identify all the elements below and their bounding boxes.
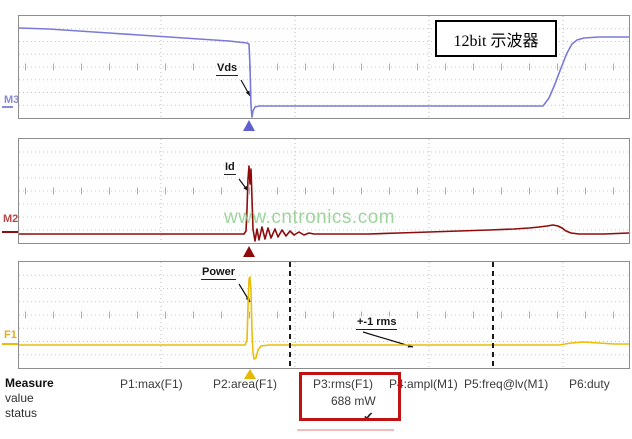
annotation-12bit-label: 12bit 示波器: [453, 32, 539, 50]
power-waveform-panel: Power +-1 rms: [18, 261, 630, 369]
measure-p4-header[interactable]: P4:ampl(M1): [389, 377, 458, 391]
p3-highlight-underline: [297, 429, 394, 431]
id-trace-label: Id: [224, 161, 236, 175]
channel-label-m3: M3: [4, 94, 20, 106]
rms-note-label: +-1 rms: [356, 316, 398, 330]
annotation-12bit-box: 12bit 示波器: [435, 20, 557, 57]
trigger-marker-power[interactable]: [244, 369, 256, 379]
p3-highlight-box: [299, 372, 401, 421]
measure-p5-header[interactable]: P5:freq@lv(M1): [464, 377, 549, 391]
status-row-title: status: [5, 406, 38, 420]
cursor-line-1[interactable]: [289, 262, 291, 368]
measure-p3-header[interactable]: P3:rms(F1): [313, 377, 373, 391]
cursor-line-2[interactable]: [492, 262, 494, 368]
power-trace-plot: [19, 262, 629, 368]
value-row-title: value: [5, 391, 34, 405]
watermark-text: www.cntronics.com: [224, 207, 396, 228]
channel-label-f1: F1: [4, 329, 17, 341]
channel-label-m2: M2: [3, 213, 19, 225]
id-trace-plot: [19, 139, 629, 243]
measure-p3-value: 688 mW: [331, 394, 376, 408]
ground-marker-m3: [2, 106, 13, 108]
measure-p6-header[interactable]: P6:duty: [569, 377, 610, 391]
measure-row-title: Measure: [5, 376, 54, 390]
vds-trace-label: Vds: [216, 62, 239, 76]
trigger-marker-vds[interactable]: [243, 120, 255, 131]
power-trace-label: Power: [201, 266, 237, 280]
measure-p2-header[interactable]: P2:area(F1): [213, 377, 278, 391]
measure-p1-header[interactable]: P1:max(F1): [120, 377, 183, 391]
measure-p3-status-check-icon: ✔: [363, 409, 374, 424]
trigger-marker-id[interactable]: [243, 246, 255, 257]
id-waveform-panel: Id: [18, 138, 630, 244]
ground-marker-m2: [2, 231, 18, 233]
ground-marker-f1: [2, 343, 18, 345]
